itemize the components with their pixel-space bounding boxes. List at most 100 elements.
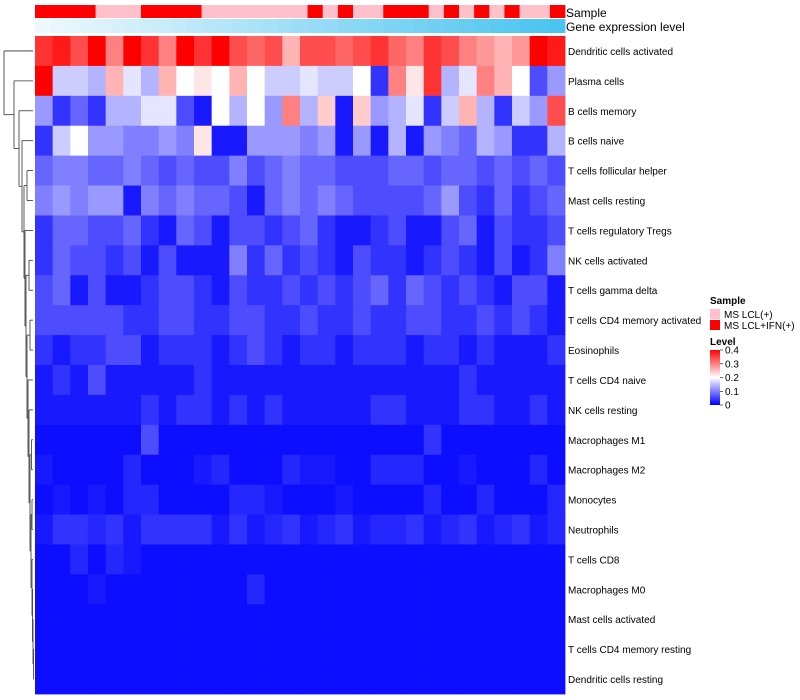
heatmap-cell <box>176 544 195 575</box>
heatmap-cell <box>247 664 266 695</box>
heatmap-cell <box>194 664 213 695</box>
heatmap-cell <box>317 125 336 157</box>
heatmap-cell <box>88 95 107 127</box>
heatmap-cell <box>176 305 195 336</box>
heatmap-cell <box>512 544 531 575</box>
heatmap-cell <box>370 424 389 456</box>
sample-annotation-cell <box>95 5 112 18</box>
heatmap-cell <box>176 215 195 246</box>
heatmap-cell <box>194 634 213 665</box>
heatmap-cell <box>547 514 566 545</box>
heatmap-cell <box>441 335 460 366</box>
sample-annotation-cell <box>307 5 324 18</box>
heatmap-cell <box>229 604 248 635</box>
heatmap-cell <box>388 365 407 396</box>
gene-expression-annotation-bar <box>35 19 566 33</box>
heatmap-cell <box>211 484 230 515</box>
heatmap-cell <box>317 155 336 186</box>
heatmap-cell <box>459 36 478 67</box>
heatmap-cell <box>547 634 566 665</box>
heatmap-cell <box>141 664 160 695</box>
heatmap-cell <box>529 125 548 157</box>
heatmap-cell <box>441 664 460 695</box>
heatmap-cell <box>52 185 71 216</box>
heatmap-cell <box>370 36 389 67</box>
heatmap-cell <box>282 484 301 515</box>
sample-annotation-cell <box>398 5 414 18</box>
row-label: Plasma cells <box>568 77 624 88</box>
heatmap-cell <box>494 604 513 635</box>
heatmap-cell <box>176 125 195 157</box>
heatmap-cell <box>282 544 301 575</box>
heatmap-cell <box>264 155 283 186</box>
heatmap-cell <box>388 275 407 306</box>
heatmap-cell <box>476 36 495 67</box>
heatmap-cell <box>317 365 336 396</box>
row-label: NK cells resting <box>568 406 637 417</box>
heatmap-cell <box>211 155 230 186</box>
sample-annotation-cell <box>50 5 66 18</box>
heatmap-cell <box>317 664 336 695</box>
heatmap-cell <box>317 634 336 665</box>
heatmap-cell <box>370 664 389 695</box>
heatmap-cell <box>247 335 266 366</box>
heatmap-cell <box>88 484 107 515</box>
heatmap-cell <box>494 215 513 246</box>
sample-annotation-cell <box>186 5 202 18</box>
heatmap-cell <box>35 95 54 127</box>
heatmap-cell <box>105 484 124 515</box>
heatmap-cell <box>476 514 495 545</box>
heatmap-cell <box>88 424 107 456</box>
heatmap-cell <box>441 514 460 545</box>
heatmap-cell <box>141 36 160 67</box>
heatmap-cell <box>459 215 478 246</box>
row-label: Eosinophils <box>568 346 619 357</box>
heatmap-cell <box>247 544 266 575</box>
sample-annotation-cell <box>171 5 187 18</box>
heatmap-cell <box>158 36 177 67</box>
heatmap-cell <box>264 424 283 456</box>
heatmap-cell <box>247 394 266 426</box>
heatmap-cell <box>300 514 319 545</box>
heatmap-cell <box>423 245 442 276</box>
heatmap-cell <box>194 215 213 246</box>
heatmap-cell <box>459 185 478 216</box>
heatmap-cell <box>211 185 230 216</box>
heatmap-cell <box>35 215 54 246</box>
heatmap-cell <box>35 394 54 426</box>
heatmap-cell <box>52 394 71 426</box>
level-colorbar-ticks: 0.4 0.3 0.2 0.1 0 <box>720 346 739 412</box>
heatmap-cell <box>529 664 548 695</box>
sample-annotation-cell <box>262 5 278 18</box>
heatmap-cell <box>423 65 442 97</box>
heatmap-cell <box>300 544 319 575</box>
heatmap-cell <box>388 514 407 545</box>
heatmap-cell <box>141 365 160 396</box>
heatmap-cell <box>52 335 71 366</box>
heatmap-cell <box>105 544 124 575</box>
heatmap-cell <box>494 634 513 665</box>
heatmap-cell <box>158 484 177 515</box>
heatmap-cell <box>35 185 54 216</box>
heatmap-cell <box>370 185 389 216</box>
sample-annotation-cell <box>459 5 475 18</box>
heatmap-cell <box>512 394 531 426</box>
row-label: Dendritic cells resting <box>568 675 663 686</box>
heatmap-cell <box>406 664 425 695</box>
heatmap-cell <box>317 574 336 605</box>
heatmap-cell <box>353 125 372 157</box>
heatmap-cell <box>441 394 460 426</box>
heatmap-cell <box>194 155 213 186</box>
heatmap-cell <box>141 394 160 426</box>
heatmap-cell <box>70 125 89 157</box>
heatmap-cell <box>547 215 566 246</box>
heatmap-cell <box>459 544 478 575</box>
heatmap-cell <box>176 574 195 605</box>
sample-annotation-label: Sample <box>566 6 607 20</box>
heatmap-cell <box>370 95 389 127</box>
heatmap-cell <box>52 514 71 545</box>
heatmap-cell <box>441 36 460 67</box>
heatmap-cell <box>35 664 54 695</box>
heatmap-cell <box>459 125 478 157</box>
heatmap-cell <box>35 155 54 186</box>
